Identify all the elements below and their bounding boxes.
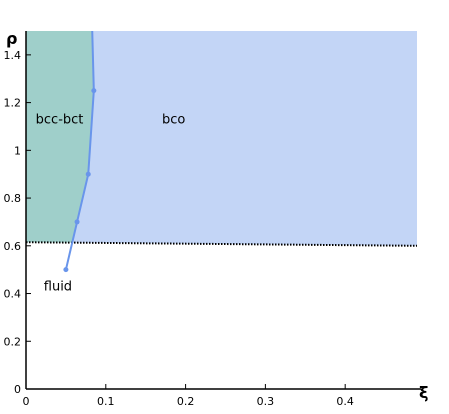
regions-layer bbox=[26, 31, 418, 246]
x-tick-label-4: 0.4 bbox=[336, 395, 354, 408]
x-axis-label: ξ bbox=[419, 383, 428, 402]
phase-boundary-marker-1 bbox=[74, 219, 80, 225]
axes-layer: 0 0.2 0.4 0.6 0.8 1 1.2 1.4 0 0.1 0.2 0.3 0.4 ρ ξ bbox=[4, 29, 429, 408]
phase-boundary-marker-2 bbox=[85, 171, 91, 177]
x-tick-label-0: 0 bbox=[23, 395, 30, 408]
x-tick-label-2: 0.2 bbox=[177, 395, 195, 408]
boundaries-layer bbox=[25, 30, 418, 273]
region-label-bcc-bct: bcc-bct bbox=[36, 112, 84, 127]
y-tick-label-5: 1 bbox=[14, 144, 21, 157]
y-tick-label-6: 1.2 bbox=[4, 97, 22, 110]
y-tick-label-2: 0.4 bbox=[4, 288, 22, 301]
y-tick-label-7: 1.4 bbox=[4, 49, 22, 62]
region-bcc-bct bbox=[26, 31, 94, 243]
region-label-fluid: fluid bbox=[44, 279, 72, 294]
region-bco bbox=[72, 31, 418, 246]
y-tick-label-1: 0.2 bbox=[4, 335, 22, 348]
region-label-bco: bco bbox=[162, 112, 185, 127]
y-tick-label-3: 0.6 bbox=[4, 240, 22, 253]
fluid-boundary-line bbox=[25, 241, 418, 247]
y-tick-label-0: 0 bbox=[14, 383, 21, 396]
phase-boundary-marker-3 bbox=[91, 88, 97, 94]
labels-layer: bcc-bct bco fluid bbox=[36, 112, 186, 294]
y-axis-label: ρ bbox=[6, 29, 17, 48]
phase-boundary-marker-0 bbox=[63, 267, 69, 273]
x-tick-label-3: 0.3 bbox=[257, 395, 275, 408]
x-tick-label-1: 0.1 bbox=[97, 395, 115, 408]
y-tick-label-4: 0.8 bbox=[4, 192, 22, 205]
